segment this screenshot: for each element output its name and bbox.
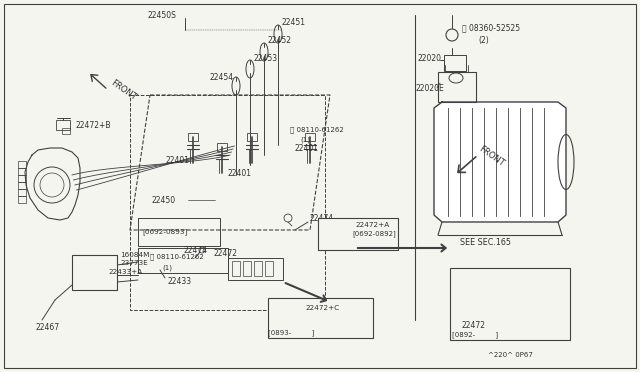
Text: 22401: 22401 (165, 155, 189, 164)
Text: 22467: 22467 (35, 324, 59, 333)
Text: 22401: 22401 (295, 144, 319, 153)
Bar (265, 261, 273, 276)
Bar (138, 218, 220, 246)
Text: 22451: 22451 (282, 17, 306, 26)
Bar (272, 305, 300, 333)
Bar (438, 72, 476, 102)
Text: FRONT: FRONT (477, 144, 506, 168)
Bar (76, 258, 113, 286)
Bar (487, 282, 497, 310)
Text: [0893-         ]: [0893- ] (268, 330, 314, 336)
Bar (254, 261, 262, 276)
Bar (130, 95, 325, 310)
Bar (72, 255, 117, 290)
Bar (290, 308, 296, 328)
Text: FRONT: FRONT (109, 78, 138, 102)
Text: 22020E: 22020E (416, 83, 445, 93)
Bar (450, 268, 570, 340)
Text: 22472+A: 22472+A (355, 222, 389, 228)
Text: Ⓑ 08110-61262: Ⓑ 08110-61262 (290, 127, 344, 133)
Text: (2): (2) (478, 35, 489, 45)
Bar (18, 196, 26, 203)
Text: 22472: 22472 (462, 321, 486, 330)
Bar (474, 282, 484, 310)
Bar (268, 298, 373, 338)
Text: Ⓑ 08110-61262: Ⓑ 08110-61262 (150, 254, 204, 260)
Text: [0692-0892]: [0692-0892] (352, 231, 396, 237)
Text: 22433: 22433 (168, 278, 192, 286)
Bar (18, 189, 26, 196)
Bar (62, 128, 70, 134)
Bar (232, 261, 240, 276)
Bar (18, 168, 26, 175)
Text: 22472+B: 22472+B (75, 121, 111, 129)
Text: SEE SEC.165: SEE SEC.165 (460, 237, 511, 247)
Bar (318, 218, 398, 250)
Bar (228, 258, 283, 280)
Bar (470, 278, 518, 316)
Bar (79, 262, 84, 280)
Bar (322, 222, 352, 246)
Bar (243, 261, 251, 276)
Polygon shape (434, 102, 566, 222)
Text: 22020: 22020 (418, 54, 442, 62)
Bar (274, 308, 280, 328)
Bar (138, 248, 228, 273)
Bar (217, 143, 227, 151)
Bar (247, 133, 257, 141)
Text: 22453: 22453 (253, 54, 277, 62)
Text: Ⓢ 08360-52525: Ⓢ 08360-52525 (462, 23, 520, 32)
Text: 22450: 22450 (152, 196, 176, 205)
Bar (188, 133, 198, 141)
Bar (18, 175, 26, 182)
Bar (282, 308, 288, 328)
Bar (305, 133, 315, 141)
Text: 22474: 22474 (183, 246, 207, 254)
Bar (444, 55, 466, 71)
Text: 22401: 22401 (228, 169, 252, 177)
Text: 22452: 22452 (268, 35, 292, 45)
Text: ^220^ 0P67: ^220^ 0P67 (488, 352, 533, 358)
Text: (1): (1) (300, 137, 310, 143)
Text: (1): (1) (162, 265, 172, 271)
Text: 22454: 22454 (210, 73, 234, 81)
Bar (93, 262, 98, 280)
Bar (18, 161, 26, 168)
Text: 22472+C: 22472+C (305, 305, 339, 311)
Bar (100, 262, 105, 280)
Bar (18, 182, 26, 189)
Bar (324, 225, 330, 243)
Bar (86, 262, 91, 280)
Bar (500, 282, 510, 310)
Bar (340, 225, 346, 243)
Text: [0692-0893]: [0692-0893] (142, 229, 188, 235)
Text: 22433+A: 22433+A (108, 269, 142, 275)
Text: 23773E: 23773E (120, 260, 148, 266)
Bar (56, 120, 70, 130)
Text: [0892-         ]: [0892- ] (452, 331, 498, 339)
Bar (332, 225, 338, 243)
Text: 22472: 22472 (213, 248, 237, 257)
Text: 22474: 22474 (310, 214, 334, 222)
Text: 16084M: 16084M (120, 252, 149, 258)
Text: 22450S: 22450S (148, 10, 177, 19)
